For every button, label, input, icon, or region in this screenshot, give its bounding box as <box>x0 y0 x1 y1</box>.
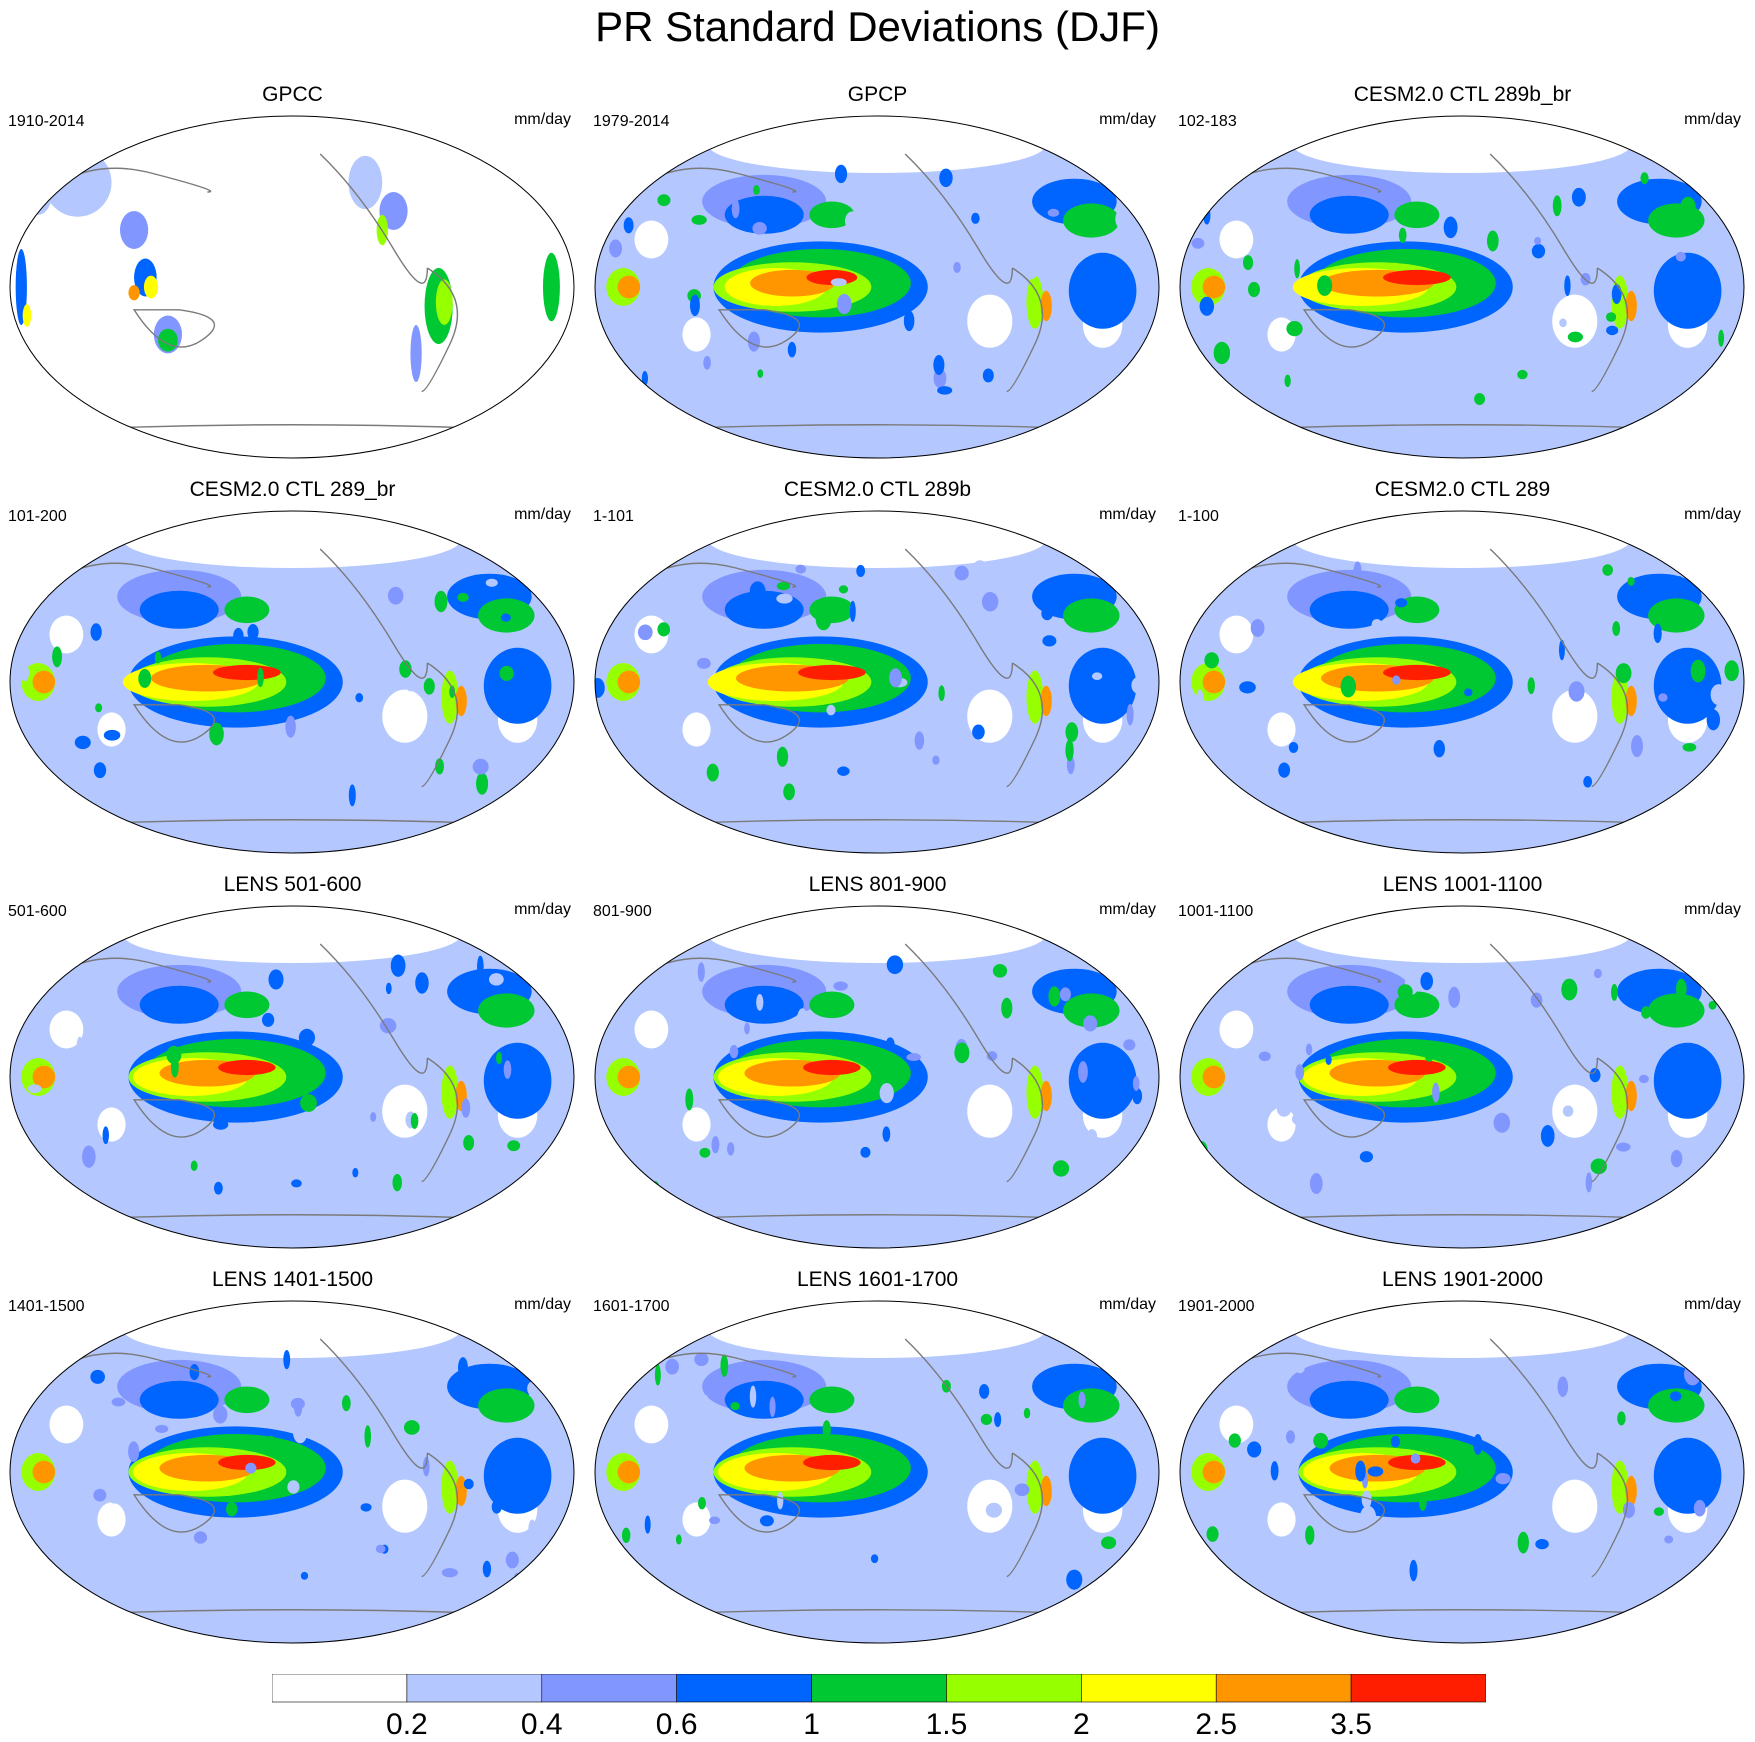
map-panel: CESM2.0 CTL 289b 1-101 mm/day <box>585 477 1170 872</box>
panel-title: GPCC <box>262 83 323 106</box>
precip-map <box>9 115 575 459</box>
panel-units: mm/day <box>514 111 571 128</box>
colorbar-swatch <box>1081 1674 1217 1703</box>
precip-map <box>9 510 575 854</box>
panel-period: 1401-1500 <box>8 1298 85 1315</box>
precip-map <box>594 510 1160 854</box>
panel-title: CESM2.0 CTL 289 <box>1374 478 1551 501</box>
map-panel: CESM2.0 CTL 289 1-100 mm/day <box>1170 477 1755 872</box>
precip-map <box>594 115 1160 459</box>
colorbar-tick-label: 0.2 <box>386 1708 428 1741</box>
page-title: PR Standard Deviations (DJF) <box>595 3 1160 50</box>
panel-period: 1901-2000 <box>1178 1298 1255 1315</box>
map-panel: GPCC 1910-2014 mm/day <box>0 82 585 477</box>
panel-period: 1601-1700 <box>593 1298 670 1315</box>
colorbar <box>272 1674 1486 1703</box>
panel-title: CESM2.0 CTL 289b_br <box>1353 83 1572 106</box>
panel-units: mm/day <box>1684 1296 1741 1313</box>
panel-title: LENS 1901-2000 <box>1381 1268 1544 1291</box>
colorbar-tick-label: 2.5 <box>1195 1708 1238 1741</box>
panel-title: CESM2.0 CTL 289_br <box>189 478 396 501</box>
precip-map <box>1179 905 1745 1249</box>
colorbar-swatch <box>1350 1674 1486 1703</box>
panel-units: mm/day <box>1684 901 1741 918</box>
precip-map <box>594 905 1160 1249</box>
colorbar-swatch <box>811 1674 947 1703</box>
panel-units: mm/day <box>1099 111 1156 128</box>
colorbar-tick-label: 1.5 <box>925 1708 968 1741</box>
map-panel: LENS 1601-1700 1601-1700 mm/day <box>585 1267 1170 1662</box>
precip-map <box>9 905 575 1249</box>
map-panel: LENS 1401-1500 1401-1500 mm/day <box>0 1267 585 1662</box>
colorbar-tick-label: 0.6 <box>655 1708 698 1741</box>
colorbar-swatch <box>676 1674 812 1703</box>
colorbar-tick-label: 1 <box>803 1708 820 1741</box>
map-panel: CESM2.0 CTL 289_br 101-200 mm/day <box>0 477 585 872</box>
panel-period: 1-101 <box>593 508 634 525</box>
panel-title: CESM2.0 CTL 289b <box>783 478 972 501</box>
panel-period: 1-100 <box>1178 508 1219 525</box>
colorbar-swatch <box>1215 1674 1352 1703</box>
panel-period: 1001-1100 <box>1178 903 1254 920</box>
panel-period: 1910-2014 <box>8 113 85 130</box>
colorbar-tick-label: 2 <box>1072 1708 1090 1741</box>
colorbar-swatch <box>272 1674 408 1703</box>
panel-units: mm/day <box>514 506 571 523</box>
panel-period: 102-183 <box>1178 113 1237 130</box>
panel-units: mm/day <box>1099 901 1156 918</box>
panel-period: 101-200 <box>8 508 67 525</box>
precip-map <box>1179 1300 1745 1644</box>
map-panel: LENS 1001-1100 1001-1100 mm/day <box>1170 872 1755 1267</box>
panel-period: 1979-2014 <box>593 113 670 130</box>
panel-units: mm/day <box>1684 506 1741 523</box>
panel-title: LENS 501-600 <box>223 873 362 896</box>
panel-title: LENS 1401-1500 <box>211 1268 374 1291</box>
precip-map <box>594 1300 1160 1644</box>
panel-units: mm/day <box>514 1296 571 1313</box>
colorbar-tick-label: 0.4 <box>520 1708 563 1741</box>
map-panel: LENS 501-600 501-600 mm/day <box>0 872 585 1267</box>
panel-title: GPCP <box>847 83 908 106</box>
panel-title: LENS 1001-1100 <box>1382 873 1543 896</box>
panel-units: mm/day <box>1684 111 1741 128</box>
map-panel: LENS 801-900 801-900 mm/day <box>585 872 1170 1267</box>
map-panel: CESM2.0 CTL 289b_br 102-183 mm/day <box>1170 82 1755 477</box>
panel-units: mm/day <box>514 901 571 918</box>
colorbar-swatch <box>541 1674 677 1703</box>
colorbar-swatch <box>946 1674 1082 1703</box>
panel-units: mm/day <box>1099 506 1156 523</box>
colorbar-tick-label: 3.5 <box>1330 1708 1372 1741</box>
panel-period: 501-600 <box>8 903 67 920</box>
precip-map <box>1179 115 1745 459</box>
panel-period: 801-900 <box>593 903 652 920</box>
precip-map <box>9 1300 575 1644</box>
panel-title: LENS 801-900 <box>808 873 947 896</box>
panel-units: mm/day <box>1099 1296 1156 1313</box>
map-panel: LENS 1901-2000 1901-2000 mm/day <box>1170 1267 1755 1662</box>
precip-map <box>1179 510 1745 854</box>
panel-title: LENS 1601-1700 <box>796 1268 959 1291</box>
map-panel: GPCP 1979-2014 mm/day <box>585 82 1170 477</box>
colorbar-swatch <box>406 1674 543 1703</box>
